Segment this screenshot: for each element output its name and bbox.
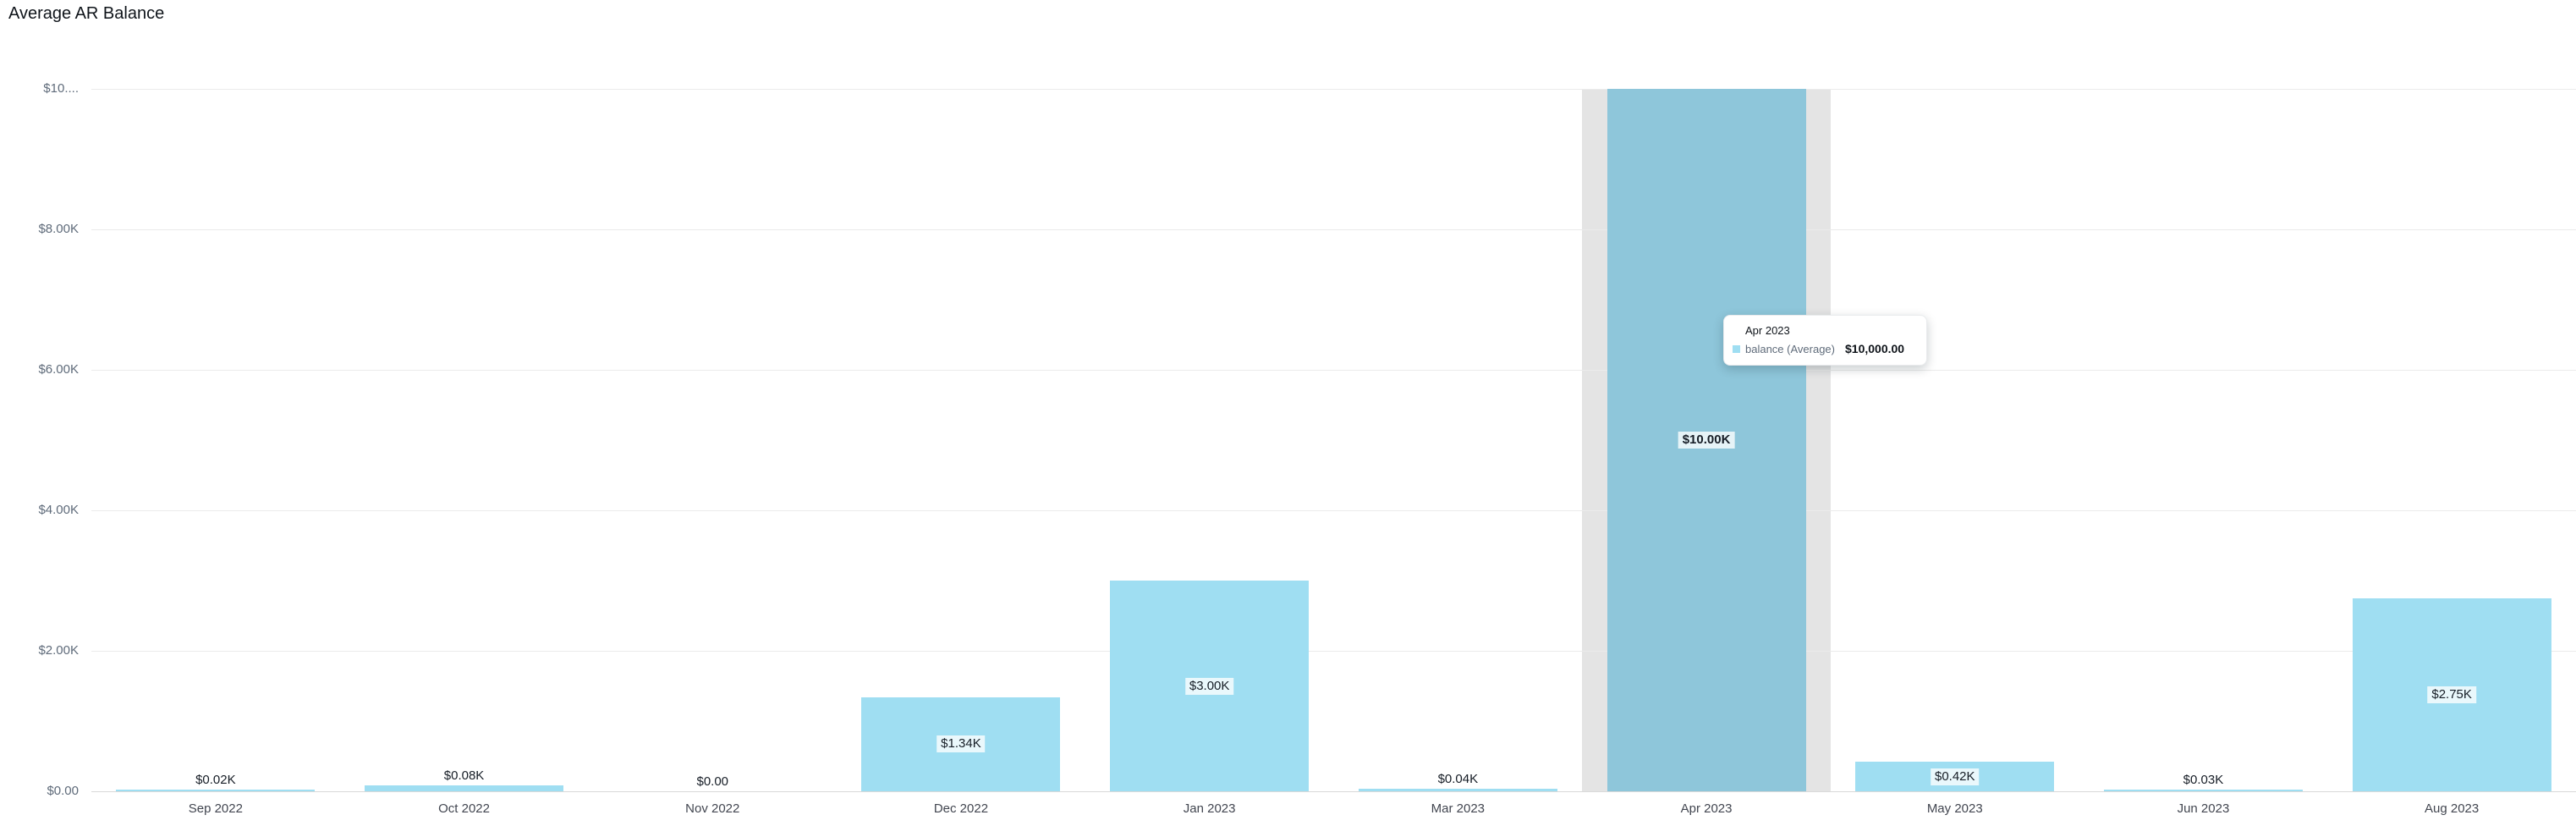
x-axis-label-nov-2022: Nov 2022: [685, 801, 740, 816]
y-axis-tick-label: $4.00K: [38, 503, 79, 517]
y-axis-tick-label: $10....: [43, 81, 79, 96]
bar-value-label: $0.02K: [191, 772, 240, 789]
x-axis-label-jun-2023: Jun 2023: [2177, 801, 2230, 816]
gridline: [91, 370, 2576, 371]
legend-swatch-icon: [1733, 344, 1740, 353]
x-axis-label-aug-2023: Aug 2023: [2425, 801, 2480, 816]
bar-value-label: $10.00K: [1678, 432, 1735, 449]
bar-sep-2022[interactable]: [116, 790, 316, 791]
plot-area: $0.02K $0.08K $0.00 $1.34K $3.00K $0.04K $10.0…: [91, 89, 2576, 792]
bar-value-label: $0.00: [692, 774, 733, 790]
tooltip-series-label: balance (Average): [1745, 342, 1835, 355]
x-axis-baseline: [91, 791, 2576, 792]
y-axis-tick-label: $0.00: [47, 784, 79, 798]
bar-value-label: $0.42K: [1930, 768, 1980, 785]
chart-title: Average AR Balance: [8, 4, 165, 23]
bar-value-label: $1.34K: [936, 735, 986, 753]
gridline: [91, 510, 2576, 511]
gridline: [91, 229, 2576, 230]
tooltip-row: balance (Average) $10,000.00: [1733, 342, 1916, 355]
bar-value-label: $0.08K: [439, 768, 489, 785]
tooltip: Apr 2023 balance (Average) $10,000.00: [1723, 315, 1927, 366]
tooltip-value: $10,000.00: [1845, 342, 1905, 355]
bar-value-label: $0.03K: [2178, 771, 2228, 789]
tooltip-title: Apr 2023: [1745, 324, 1790, 337]
bar-mar-2023[interactable]: [1358, 788, 1557, 791]
bar-value-label: $3.00K: [1184, 677, 1234, 695]
x-axis-label-apr-2023: Apr 2023: [1680, 801, 1733, 816]
bar-jun-2023[interactable]: [2103, 789, 2303, 791]
x-axis-label-sep-2022: Sep 2022: [188, 801, 243, 816]
gridline: [91, 89, 2576, 90]
bar-value-label: $0.04K: [1433, 770, 1483, 788]
x-axis-label-may-2023: May 2023: [1926, 801, 1983, 816]
bar-oct-2022[interactable]: [365, 785, 564, 791]
y-axis-tick-label: $6.00K: [38, 362, 79, 377]
y-axis-tick-label: $2.00K: [38, 643, 79, 658]
x-axis-label-dec-2022: Dec 2022: [933, 801, 989, 816]
y-axis-tick-label: $8.00K: [38, 222, 79, 236]
x-axis-label-mar-2023: Mar 2023: [1431, 801, 1486, 816]
x-axis-label-oct-2022: Oct 2022: [438, 801, 490, 816]
gridline: [91, 651, 2576, 652]
x-axis-label-jan-2023: Jan 2023: [1183, 801, 1236, 816]
bar-value-label: $2.75K: [2427, 686, 2476, 703]
